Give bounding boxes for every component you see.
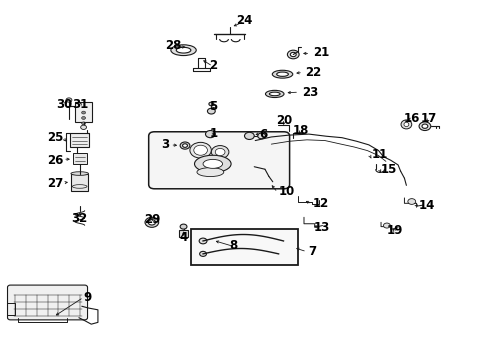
Text: 2: 2 [208, 59, 216, 72]
Text: 6: 6 [259, 127, 267, 141]
Circle shape [193, 145, 207, 155]
Text: 16: 16 [403, 112, 419, 125]
Text: 1: 1 [209, 127, 217, 140]
Text: 3: 3 [161, 138, 168, 151]
Circle shape [290, 52, 296, 57]
Text: 17: 17 [420, 112, 436, 125]
Circle shape [418, 122, 430, 131]
Circle shape [81, 111, 85, 114]
Text: 26: 26 [47, 154, 63, 167]
Ellipse shape [265, 90, 284, 98]
Text: 24: 24 [236, 14, 252, 27]
Circle shape [215, 148, 224, 156]
Circle shape [189, 142, 211, 158]
Circle shape [81, 117, 85, 120]
Ellipse shape [194, 155, 231, 172]
Ellipse shape [145, 217, 158, 227]
Ellipse shape [176, 47, 190, 53]
Circle shape [257, 133, 265, 139]
Text: 12: 12 [312, 197, 328, 210]
Circle shape [383, 223, 389, 228]
Text: 7: 7 [307, 244, 315, 257]
Text: 27: 27 [47, 177, 63, 190]
Ellipse shape [197, 168, 224, 177]
Circle shape [207, 108, 215, 114]
FancyBboxPatch shape [148, 132, 289, 189]
Ellipse shape [170, 45, 196, 55]
Text: 11: 11 [370, 148, 386, 161]
Bar [70, 134, 89, 147]
Ellipse shape [148, 220, 155, 225]
Ellipse shape [203, 159, 222, 168]
Circle shape [421, 124, 427, 129]
Text: 5: 5 [208, 100, 217, 113]
Text: 9: 9 [83, 291, 92, 304]
Circle shape [182, 144, 187, 147]
FancyBboxPatch shape [7, 285, 87, 320]
Text: 13: 13 [313, 221, 329, 234]
Circle shape [244, 132, 254, 139]
Text: 31: 31 [72, 98, 88, 111]
Text: 10: 10 [278, 185, 294, 198]
Text: 15: 15 [380, 163, 397, 176]
Text: 18: 18 [292, 124, 308, 137]
Text: 14: 14 [418, 199, 434, 212]
Ellipse shape [403, 122, 408, 127]
Text: 21: 21 [312, 46, 328, 59]
Circle shape [205, 131, 215, 138]
Bar [190, 229, 298, 265]
Circle shape [208, 102, 213, 106]
Circle shape [407, 199, 415, 204]
Circle shape [66, 98, 72, 102]
Ellipse shape [269, 92, 280, 96]
Text: 23: 23 [302, 86, 318, 99]
Text: 29: 29 [143, 213, 160, 226]
Circle shape [211, 145, 228, 158]
Ellipse shape [400, 120, 411, 129]
Bar [75, 102, 92, 122]
Text: 22: 22 [305, 66, 321, 79]
Text: 8: 8 [229, 239, 237, 252]
Circle shape [287, 50, 299, 59]
Text: 32: 32 [71, 212, 88, 225]
Circle shape [199, 238, 206, 244]
Ellipse shape [72, 185, 87, 188]
Circle shape [180, 224, 186, 229]
Circle shape [81, 122, 85, 125]
Bar [71, 174, 88, 191]
Ellipse shape [272, 70, 292, 78]
Ellipse shape [276, 72, 288, 76]
Circle shape [180, 142, 189, 149]
Bar [73, 153, 86, 164]
Text: 25: 25 [47, 131, 63, 144]
Bar [178, 230, 188, 237]
Circle shape [81, 125, 86, 130]
Ellipse shape [71, 172, 88, 175]
Text: 20: 20 [276, 114, 292, 127]
Text: 19: 19 [386, 224, 402, 237]
Circle shape [199, 251, 206, 256]
Text: 28: 28 [165, 39, 182, 52]
Text: 30: 30 [56, 98, 72, 111]
Text: 4: 4 [179, 231, 187, 244]
